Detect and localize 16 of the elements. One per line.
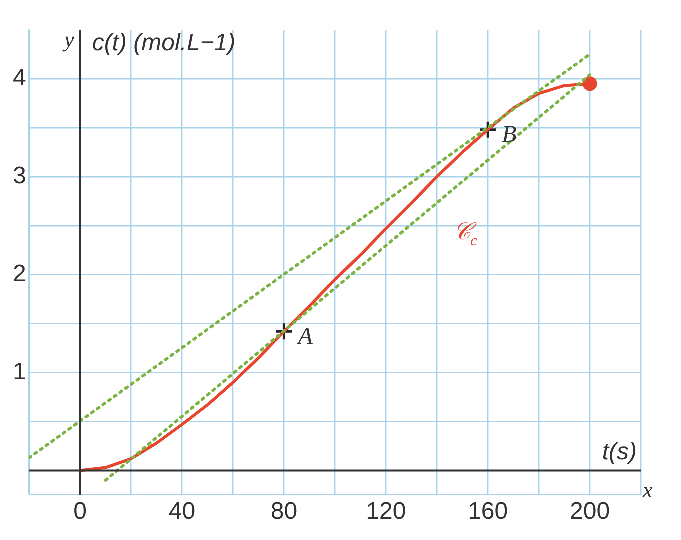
annotation: y [62, 26, 75, 52]
y-tick-label: 4 [12, 64, 26, 92]
x-tick-label: 160 [468, 498, 508, 526]
y-tick-label: 2 [12, 260, 26, 288]
x-tick-label: 40 [168, 498, 196, 526]
annotation: A [296, 324, 314, 350]
x-tick-label: 200 [570, 498, 610, 526]
annotation: B [502, 122, 518, 148]
x-tick-label: 120 [366, 498, 406, 526]
y-axis-title: c(t) (mol.L−1) [92, 30, 236, 57]
x-tick-label: 0 [74, 498, 87, 526]
x-axis-title: t(s) [602, 438, 637, 466]
text: x [642, 477, 653, 502]
y-tick-label: 3 [12, 162, 26, 190]
x-tick-label: 80 [270, 498, 298, 526]
y-tick-label: 1 [12, 358, 26, 386]
